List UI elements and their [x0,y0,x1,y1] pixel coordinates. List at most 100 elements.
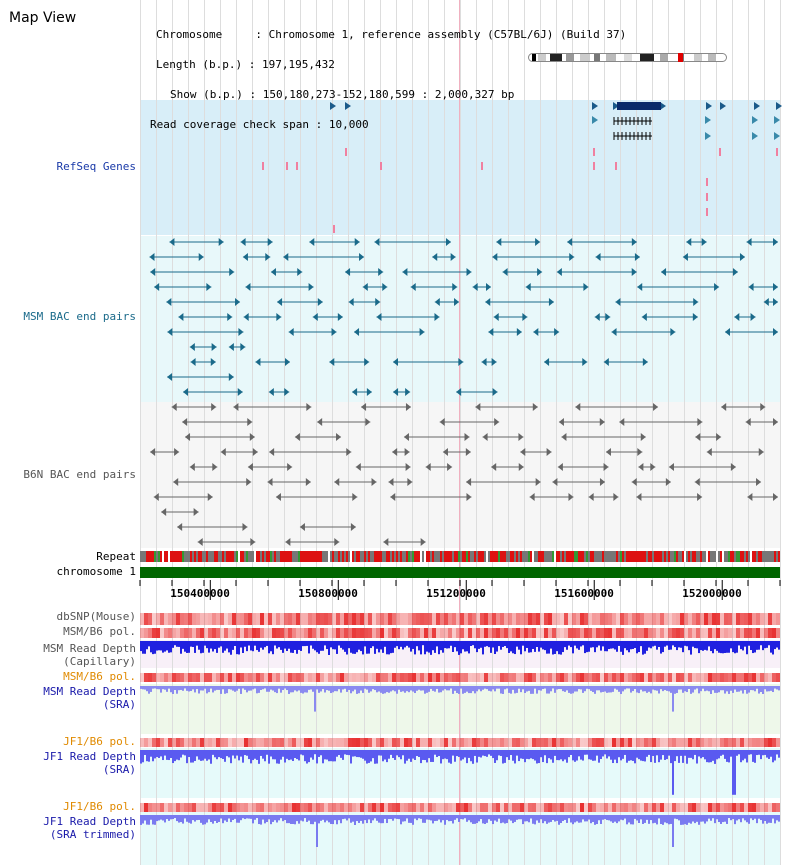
jf1-pol2-heat [448,803,452,812]
jf1-trim-depth [614,815,616,822]
msm-bac-end [235,298,241,306]
msm-sra-depth [620,686,622,694]
region-info: Chromosome : Chromosome 1, reference ass… [150,28,627,131]
repeat-segment [382,551,384,562]
jf1-sra-depth [178,750,180,761]
jf1-trim-depth [166,815,168,820]
dbsnp-heat [528,613,532,625]
msm-pol-heat [332,628,336,638]
jf1-sra-depth [384,750,386,760]
repeat-segment [756,551,758,562]
msm-cap-depth [648,641,650,648]
msm-pol-heat [604,628,608,638]
dbsnp-heat [464,613,468,625]
msm-pol2-heat [456,673,460,682]
jf1-sra-depth [698,750,700,757]
jf1-pol-heat [176,738,180,747]
msm-pol2-heat [172,673,176,682]
msm-sra-depth [190,686,192,692]
msm-pol2-heat [508,673,512,682]
jf1-sra-depth [682,750,684,763]
repeat-segment [436,551,438,562]
jf1-sra-depth [268,750,270,764]
msm-cap-depth [404,641,406,648]
msm-bac-end [493,313,499,321]
jf1-trim-depth [484,815,486,825]
jf1-sra-depth [280,750,282,760]
msm-sra-depth [522,686,524,690]
msm-pol-heat [408,628,412,638]
repeat-segment [410,551,412,562]
msm-sra-depth [492,686,494,690]
jf1-sra-depth [550,750,552,760]
repeat-segment [672,551,674,562]
jf1-trim-depth [578,815,580,823]
msm-pol-heat [700,628,704,638]
jf1-read-depth-sra-label: JF1 Read Depth [43,750,136,763]
jf1-trim-depth [232,815,234,820]
b6n-bac-end [171,403,177,411]
b6n-bac-end [220,448,226,456]
jf1-pol2-heat [656,803,660,812]
jf1-trim-depth [358,815,360,823]
jf1-pol-heat [740,738,744,747]
jf1-pol-heat [484,738,488,747]
msm-bac-end [615,298,621,306]
jf1-pol-heat [560,738,564,747]
msm-cap-depth [576,641,578,649]
jf1-pol-heat [544,738,548,747]
jf1-pol-heat [208,738,212,747]
jf1-trim-depth [378,815,380,823]
jf1-trim-depth [556,815,558,821]
jf1-pol2-heat [624,803,628,812]
jf1-pol-heat [520,738,524,747]
msm-pol-heat [208,628,212,638]
msm-sra-depth [272,686,274,691]
msm-cap-depth [402,641,404,650]
dbsnp-heat [704,613,708,625]
repeat-segment [470,551,472,562]
msm-pol2-heat [184,673,188,682]
msm-pol2-heat [568,673,572,682]
msm-sra-depth [254,686,256,689]
msm-pol2-heat [632,673,636,682]
jf1-sra-depth [148,750,150,762]
jf1-trim-depth [264,815,266,824]
jf1-sra-depth [404,750,406,764]
repeat-segment [528,551,530,562]
jf1-trim-depth [522,815,524,825]
msm-bac-end [594,313,600,321]
msm-sra-depth [334,686,336,692]
msm-sra-depth [198,686,200,694]
jf1-trim-depth [760,815,762,821]
repeat-segment [152,551,154,562]
repeat-segment [222,551,224,562]
msm-cap-depth [616,641,618,652]
msm-cap-depth [260,641,262,648]
repeat-segment [624,551,626,562]
jf1-pol-heat [432,738,436,747]
jf1-sra-depth [288,750,290,761]
msm-sra-depth [164,686,166,690]
msm-sra-depth [358,686,360,694]
jf1-sra-depth [246,750,248,756]
jf1-sra-depth [418,750,420,758]
repeat-segment [514,551,516,562]
jf1-trim-depth [298,815,300,824]
repeat-segment [226,551,228,562]
msm-cap-depth [632,641,634,649]
msm-cap-depth [552,641,554,655]
msm-sra-depth [332,686,334,693]
jf1-pol-heat [724,738,728,747]
msm-cap-depth [364,641,366,647]
jf1-trim-depth [544,815,546,822]
jf1-pol2-heat [264,803,268,812]
msm-sra-depth [424,686,426,694]
jf1-sra-depth [320,750,322,756]
jf1-pol-heat [612,738,616,747]
repeat-segment [306,551,308,562]
jf1-sra-depth [266,750,268,755]
msm-cap-depth [546,641,548,654]
jf1-sra-depth [296,750,298,760]
chromosome-ideogram[interactable] [528,53,727,62]
